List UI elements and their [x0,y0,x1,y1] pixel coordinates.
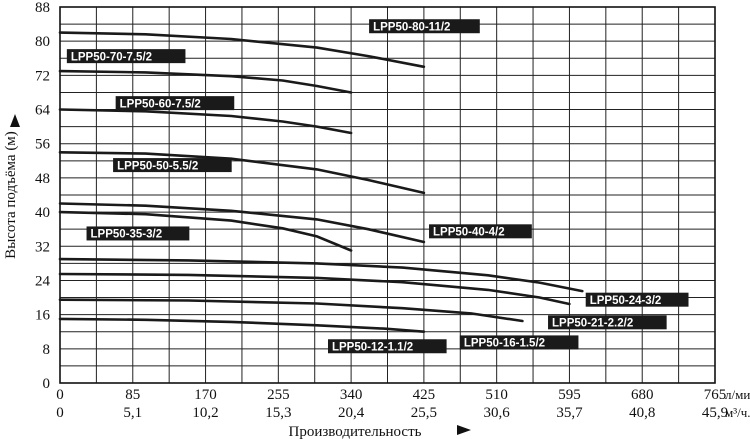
series-tag: LPP50-35-3/2 [86,226,190,241]
x-volume-tick-label: 30,6 [484,405,511,421]
series-tag: LPP50-60-7.5/2 [115,96,235,111]
series-tag-label: LPP50-35-3/2 [91,229,163,241]
x-flow-tick-label: 595 [558,387,581,403]
series-tag-box [585,292,689,307]
plot-frame [59,6,716,384]
series-line [58,69,353,94]
series-tag-label: LPP50-50-5.5/2 [117,160,198,172]
x-flow-tick-label: 85 [125,387,140,403]
x-volume-tick-label: 25,5 [411,405,437,421]
series-labels: LPP50-80-11/2 LPP50-70-7.5/2 LPP50-60-7.5/… [66,19,689,354]
series-tag-box [429,224,532,239]
x-volume-tick-label: 5,1 [123,405,142,421]
series-tag-box [459,335,579,350]
series-line [58,317,426,333]
series-line [58,298,524,323]
series-tag-box [113,158,232,173]
series-tag: LPP50-16-1.5/2 [459,335,579,350]
series-line [58,272,571,306]
y-tick-label: 0 [43,376,51,392]
series-tag-box [327,339,447,354]
series-line [58,108,353,135]
x-volume-tick-label: 40,8 [629,405,655,421]
x-volume-tick-label: 20,4 [338,405,365,421]
series-tag-label: LPP50-16-1.5/2 [464,338,545,350]
y-tick-label: 80 [35,34,50,50]
series-tag-box [115,96,235,111]
series-line [58,210,353,252]
y-tick-label: 64 [35,103,51,119]
series-tag-label: LPP50-24-3/2 [590,295,662,307]
x-volume-tick-label: 10,2 [192,405,218,421]
series-tag-box [66,49,186,64]
y-tick-label: 88 [35,0,50,16]
y-tick-label: 72 [35,68,50,84]
x-volume-tick-label: 45,9 [702,405,728,421]
series-tag: LPP50-40-4/2 [429,224,532,239]
x-volume-unit: м³/ч. [725,405,750,420]
series-tag: LPP50-70-7.5/2 [66,49,186,64]
y-tick-label: 16 [35,308,51,324]
series-tag: LPP50-24-3/2 [585,292,689,307]
series-tag: LPP50-80-11/2 [369,19,480,33]
x-flow-unit: л/мин. [725,387,750,402]
series-tag-label: LPP50-21-2.2/2 [552,318,633,330]
series-tag-label: LPP50-60-7.5/2 [120,98,201,110]
series-line [58,202,426,244]
x-axis-title: Производительность [289,424,422,439]
y-axis-arrow-icon [10,114,20,127]
series-tag-box [369,19,480,34]
series-tag-label: LPP50-70-7.5/2 [71,51,152,63]
y-tick-label: 48 [35,171,50,187]
series-line [58,31,426,69]
series-tag-label: LPP50-80-11/2 [373,21,450,33]
series-tag-box [86,226,190,241]
series-tag: LPP50-21-2.2/2 [548,315,667,330]
x-volume-tick-label: 15,3 [265,405,291,421]
x-flow-tick-label: 680 [631,387,654,403]
x-flow-tick-label: 255 [267,387,290,403]
y-tick-label: 24 [35,273,51,289]
series-tag: LPP50-12-1.1/2 [327,339,447,354]
y-tick-label: 8 [43,342,51,358]
axes: 0 8 16 24 32 40 48 56 64 72 80 88 0 85 170 255 340 425 510… [3,0,750,439]
x-flow-tick-label: 170 [194,387,217,403]
series-tag-box [548,315,667,330]
series-line [58,257,584,293]
y-tick-label: 56 [35,137,51,153]
series-tag-label: LPP50-40-4/2 [433,227,505,239]
x-flow-tick-label: 340 [340,387,363,403]
series-line [58,151,426,195]
series-tag: LPP50-50-5.5/2 [113,158,232,172]
x-flow-tick-label: 765 [704,387,727,403]
x-flow-tick-label: 425 [413,387,436,403]
y-tick-label: 32 [35,239,50,255]
x-flow-tick-label: 0 [56,387,64,403]
x-flow-tick-label: 510 [485,387,508,403]
curves [58,31,584,333]
x-volume-tick-label: 35,7 [556,405,583,421]
x-volume-tick-label: 0 [56,405,64,421]
y-tick-label: 40 [35,205,50,221]
x-axis-arrow-icon [457,425,471,435]
y-axis-title: Высота подъёма (м) [3,131,19,259]
series-tag-label: LPP50-12-1.1/2 [332,341,413,353]
